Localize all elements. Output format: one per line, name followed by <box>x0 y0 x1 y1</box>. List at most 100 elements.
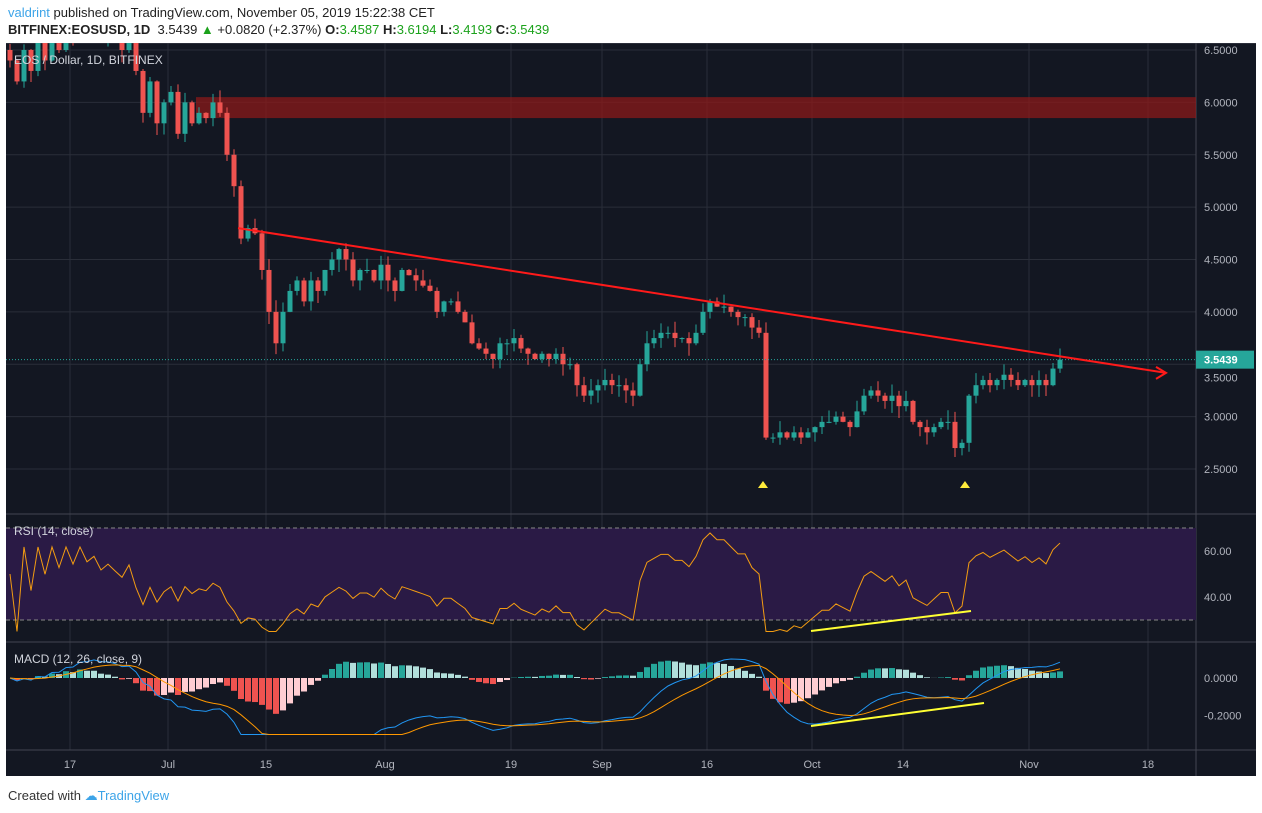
signal-line <box>9 664 1061 735</box>
macd-histogram-bar <box>917 675 923 678</box>
candle-body <box>175 91 181 134</box>
macd-histogram-bar <box>77 669 83 678</box>
tradingview-logo-icon: ☁ <box>84 788 98 803</box>
candle-body <box>294 280 300 291</box>
macd-title: MACD (12, 26, close, 9) <box>14 652 142 666</box>
candle-body <box>1050 368 1056 386</box>
macd-histogram-bar <box>693 665 699 678</box>
macd-histogram-bar <box>357 662 363 678</box>
macd-histogram-bar <box>532 676 538 678</box>
x-tick-label: 18 <box>1142 759 1154 771</box>
candle-body <box>49 43 55 61</box>
macd-histogram-bar <box>322 674 328 678</box>
macd-histogram-bar <box>546 675 552 678</box>
candle-body <box>140 70 146 113</box>
candle-body <box>406 269 412 276</box>
macd-histogram-bar <box>217 678 223 683</box>
candle-body <box>133 43 139 71</box>
candle-body <box>987 379 993 386</box>
candle-body <box>686 338 692 344</box>
candle-body <box>126 43 132 50</box>
candle-body <box>420 280 426 286</box>
candle-body <box>35 43 41 71</box>
candle-body <box>455 301 461 312</box>
candle-body <box>511 338 517 344</box>
candle-body <box>672 332 678 339</box>
macd-histogram-bar <box>1036 671 1042 678</box>
candle-body <box>728 306 734 312</box>
candle-body <box>770 437 776 439</box>
macd-histogram-bar <box>581 678 587 680</box>
candle-body <box>742 317 748 319</box>
candle-body <box>525 348 531 354</box>
candle-body <box>427 285 433 291</box>
candle-body <box>343 249 349 260</box>
candle-body <box>924 427 930 433</box>
x-tick-label: 16 <box>701 759 713 771</box>
macd-histogram-bar <box>595 678 601 679</box>
macd-histogram-bar <box>70 672 76 678</box>
macd-histogram-bar <box>455 674 461 678</box>
candle-body <box>490 353 496 360</box>
macd-histogram-bar <box>98 673 104 678</box>
macd-histogram-bar <box>504 678 510 681</box>
candle-body <box>119 43 125 50</box>
macd-histogram-bar <box>133 678 139 684</box>
candle-body <box>868 390 874 396</box>
change: +0.0820 (+2.37%) <box>217 22 322 37</box>
y-tick-label: 5.0000 <box>1204 202 1238 214</box>
macd-histogram-bar <box>84 670 90 678</box>
macd-histogram-bar <box>945 677 951 678</box>
candle-body <box>259 233 265 270</box>
publish-text: published on TradingView.com, November 0… <box>53 5 435 20</box>
macd-histogram-bar <box>658 661 664 678</box>
macd-histogram-bar <box>644 667 650 678</box>
x-tick-label: Aug <box>375 759 395 771</box>
candle-body <box>714 301 720 307</box>
candle-body <box>189 102 195 124</box>
macd-histogram-bar <box>231 678 237 691</box>
price-axis <box>1196 43 1256 776</box>
chart[interactable]: 17 Jul 15 Aug 19 Sep 16 Oct 14 Nov 18 6.5000 6.0000 5… <box>6 43 1256 776</box>
candle-body <box>1001 374 1007 380</box>
macd-histogram-bar <box>266 678 272 710</box>
macd-histogram-bar <box>140 678 146 691</box>
x-tick-label: Jul <box>161 759 175 771</box>
candle-body <box>413 275 419 281</box>
macd-histogram-bar <box>896 669 902 678</box>
candle-body <box>287 290 293 312</box>
macd-tick-label: 0.0000 <box>1204 673 1238 685</box>
candle-body <box>931 427 937 433</box>
macd-histogram-bar <box>868 669 874 678</box>
candle-body <box>203 112 209 119</box>
candle-body <box>266 269 272 312</box>
macd-histogram-bar <box>574 676 580 678</box>
macd-histogram-bar <box>413 666 419 678</box>
candle-body <box>441 301 447 312</box>
macd-histogram-bar <box>210 678 216 685</box>
macd-histogram-bar <box>1015 667 1021 678</box>
macd-histogram-bar <box>280 678 286 711</box>
macd-histogram-bar <box>518 676 524 678</box>
candle-body <box>273 311 279 344</box>
macd-histogram-bar <box>224 678 230 686</box>
macd-histogram-bar <box>749 673 755 678</box>
candle-body <box>910 400 916 422</box>
high: 3.6194 <box>396 22 437 37</box>
macd-histogram-bar <box>791 678 797 703</box>
close: 3.5439 <box>509 22 550 37</box>
author-link[interactable]: valdrint <box>8 5 50 20</box>
trendline-arrow-icon <box>1155 366 1168 380</box>
macd-histogram-bar <box>161 678 167 696</box>
macd-histogram-bar <box>448 673 454 678</box>
macd-histogram-bar <box>14 678 20 681</box>
candle-body <box>161 102 167 124</box>
rsi-title: RSI (14, close) <box>14 524 93 538</box>
candle-body <box>399 269 405 291</box>
candle-body <box>238 186 244 239</box>
footer: Created with ☁TradingView <box>8 788 169 804</box>
brand-link[interactable]: TradingView <box>97 788 170 803</box>
macd-histogram-bar <box>1043 673 1049 678</box>
candle-body <box>357 269 363 281</box>
o-label: O: <box>325 22 340 37</box>
